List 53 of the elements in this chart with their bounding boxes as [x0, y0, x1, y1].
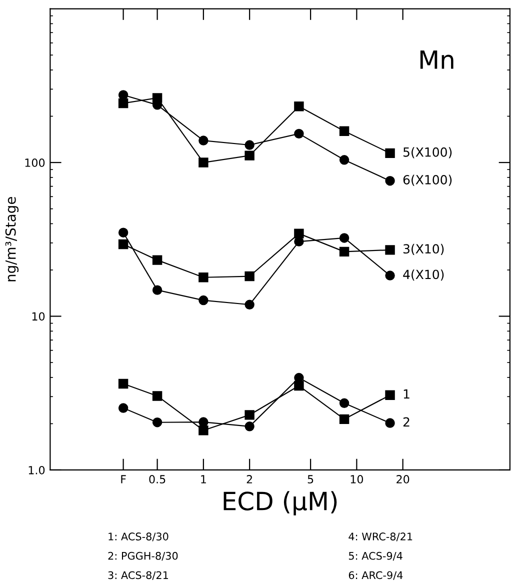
point: [244, 140, 254, 150]
y-tick-label: 10: [32, 312, 45, 321]
x-tick-label: 20: [396, 475, 410, 484]
text: 3: ACS-8/21: [108, 571, 168, 580]
series-label: 4(X10): [403, 270, 444, 281]
point: [152, 285, 162, 295]
point: [244, 410, 254, 420]
point: [385, 418, 395, 428]
x-tick-label: 1: [201, 475, 206, 484]
series-label: 6(X100): [403, 174, 452, 186]
point: [244, 271, 254, 282]
point: [385, 245, 395, 255]
point: [385, 390, 395, 400]
point: [152, 418, 162, 428]
text: 4: WRC-8/21: [348, 532, 412, 542]
point: [385, 176, 395, 186]
point: [339, 126, 350, 136]
series-label: 3(X10): [403, 244, 444, 256]
x-tick-label: 2: [246, 475, 252, 484]
point: [198, 426, 208, 436]
series-label: 1: [404, 389, 410, 399]
point: [339, 246, 350, 257]
point: [152, 255, 162, 265]
text: 1: ACS-8/30: [108, 532, 168, 542]
annotation: Mn: [420, 50, 454, 69]
series-label: 5(X100): [403, 147, 452, 158]
point: [339, 414, 350, 424]
point: [198, 158, 208, 168]
point: [198, 417, 208, 427]
x-axis-title: ECD (μM): [224, 491, 337, 516]
point: [152, 391, 162, 401]
point: [244, 300, 254, 310]
point: [385, 148, 395, 158]
point: [198, 272, 208, 282]
point: [198, 295, 208, 306]
x-tick-label: 10: [350, 475, 364, 484]
x-tick-label: F: [121, 475, 126, 484]
series-label: 2: [403, 417, 410, 426]
y-tick-label: 1.0: [28, 466, 45, 474]
y-tick-label: 100: [25, 158, 45, 167]
point: [339, 155, 350, 165]
point: [385, 270, 395, 280]
text: 2: PGGH-8/30: [108, 552, 178, 561]
text: 6: ARC-9/4: [348, 571, 403, 580]
point: [339, 398, 350, 408]
point: [339, 233, 350, 243]
point: [244, 150, 254, 160]
text: 5: ACS-9/4: [348, 552, 402, 561]
x-tick-label: 0.5: [149, 475, 166, 484]
point: [244, 422, 254, 432]
x-tick-label: 5: [308, 475, 314, 484]
y-axis-title: ng/m³/Stage: [5, 197, 19, 282]
point: [198, 136, 208, 146]
